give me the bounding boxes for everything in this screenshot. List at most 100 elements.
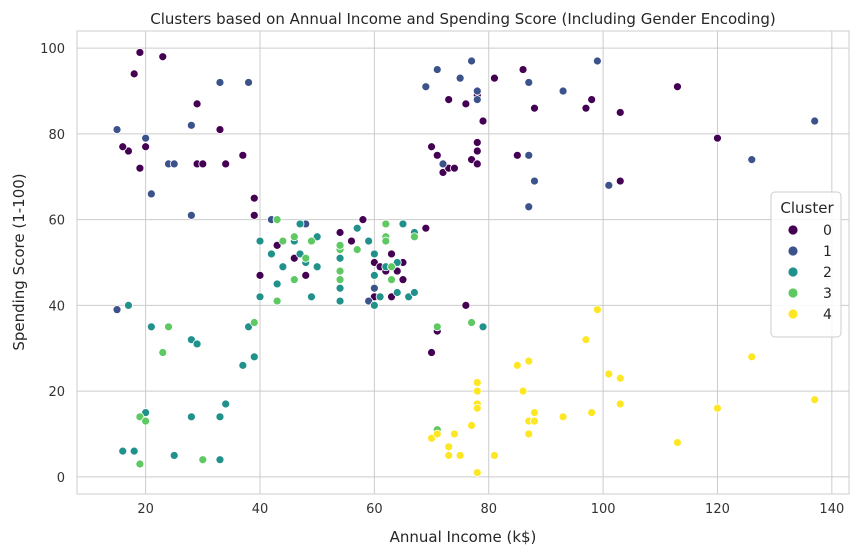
- data-point-cluster-1: [169, 159, 179, 169]
- data-point-cluster-3: [141, 416, 151, 426]
- data-point-cluster-2: [369, 270, 379, 280]
- data-point-cluster-4: [455, 451, 465, 460]
- data-point-cluster-1: [186, 120, 196, 130]
- data-point-cluster-4: [530, 408, 539, 417]
- data-point-cluster-0: [673, 82, 682, 92]
- data-point-cluster-2: [146, 322, 156, 332]
- data-point-cluster-2: [335, 283, 345, 293]
- data-point-cluster-2: [118, 446, 128, 456]
- legend-title: Cluster: [780, 199, 834, 217]
- data-point-cluster-2: [124, 300, 133, 310]
- data-point-cluster-0: [221, 159, 231, 169]
- legend-label: 3: [823, 286, 832, 302]
- data-point-cluster-0: [427, 348, 436, 357]
- data-point-cluster-2: [186, 412, 196, 422]
- data-point-cluster-4: [524, 429, 534, 439]
- data-point-cluster-3: [381, 219, 391, 229]
- data-point-cluster-4: [530, 416, 539, 426]
- data-point-cluster-4: [432, 429, 442, 439]
- data-point-cluster-1: [558, 86, 568, 96]
- y-tick-label: 40: [48, 299, 65, 314]
- data-point-cluster-0: [432, 150, 442, 160]
- data-point-cluster-3: [289, 232, 299, 242]
- data-point-cluster-1: [146, 189, 156, 199]
- legend-label: 2: [823, 265, 832, 281]
- data-point-cluster-2: [352, 223, 362, 233]
- data-point-cluster-1: [810, 116, 820, 126]
- data-point-cluster-2: [267, 249, 276, 259]
- data-point-cluster-3: [387, 262, 396, 272]
- x-tick-label: 80: [480, 502, 497, 517]
- data-point-cluster-3: [387, 275, 396, 285]
- data-point-cluster-4: [467, 421, 476, 430]
- data-point-cluster-2: [364, 236, 374, 246]
- y-tick-label: 0: [57, 471, 65, 486]
- data-point-cluster-2: [192, 339, 202, 349]
- legend-label: 4: [823, 307, 832, 323]
- data-point-cluster-2: [392, 288, 402, 297]
- y-tick-label: 100: [40, 42, 65, 57]
- data-point-cluster-0: [490, 73, 499, 83]
- data-point-cluster-3: [164, 322, 173, 332]
- data-point-cluster-0: [461, 99, 471, 109]
- data-point-cluster-4: [587, 408, 597, 417]
- legend: Cluster 0 1 2 3 4: [770, 191, 842, 338]
- data-point-cluster-1: [141, 133, 151, 143]
- data-point-cluster-0: [461, 300, 471, 310]
- chart-title: Clusters based on Annual Income and Spen…: [150, 10, 775, 28]
- data-point-cluster-2: [369, 300, 379, 310]
- data-point-cluster-3: [381, 236, 391, 246]
- data-point-cluster-4: [810, 395, 820, 405]
- data-point-cluster-4: [558, 412, 568, 422]
- data-point-cluster-3: [335, 266, 345, 276]
- data-point-cluster-1: [524, 150, 534, 160]
- data-point-cluster-0: [141, 142, 151, 152]
- data-point-cluster-2: [307, 292, 316, 302]
- data-point-cluster-0: [358, 215, 368, 225]
- data-point-cluster-1: [215, 78, 225, 87]
- plot-area: [76, 30, 850, 495]
- legend-marker: [787, 224, 799, 236]
- data-point-cluster-1: [432, 65, 442, 74]
- data-point-cluster-4: [747, 352, 757, 362]
- x-tick-label: 140: [819, 502, 844, 517]
- data-point-cluster-0: [249, 193, 259, 203]
- data-point-cluster-0: [444, 95, 454, 104]
- data-point-cluster-4: [450, 429, 459, 439]
- data-point-cluster-3: [335, 240, 345, 250]
- data-point-cluster-0: [198, 159, 208, 169]
- data-point-cluster-3: [307, 236, 316, 246]
- data-point-cluster-0: [615, 108, 625, 117]
- data-point-cluster-4: [472, 468, 482, 477]
- data-point-cluster-0: [249, 210, 259, 220]
- data-point-cluster-0: [587, 95, 597, 104]
- data-point-cluster-0: [335, 228, 345, 237]
- data-point-cluster-3: [272, 215, 282, 225]
- data-point-cluster-2: [335, 296, 345, 306]
- data-point-cluster-4: [472, 403, 482, 413]
- data-point-cluster-0: [347, 236, 356, 246]
- legend-marker: [787, 308, 799, 320]
- data-point-cluster-4: [615, 373, 625, 383]
- data-point-cluster-0: [421, 223, 431, 233]
- y-tick-labels: 0 20 40 60 80 100: [40, 42, 65, 486]
- data-point-cluster-3: [409, 232, 419, 242]
- data-point-cluster-3: [467, 318, 476, 327]
- data-point-cluster-3: [249, 318, 259, 327]
- data-point-cluster-2: [255, 292, 265, 302]
- data-point-cluster-4: [444, 451, 454, 460]
- data-point-cluster-3: [272, 296, 282, 306]
- legend-label: 0: [823, 223, 832, 239]
- data-point-cluster-2: [215, 455, 225, 465]
- x-axis-label: Annual Income (k$): [390, 528, 537, 546]
- data-point-cluster-0: [255, 270, 265, 280]
- data-point-cluster-4: [512, 360, 522, 370]
- x-tick-label: 20: [137, 502, 154, 517]
- data-point-cluster-3: [301, 253, 311, 263]
- data-point-cluster-3: [432, 322, 442, 332]
- x-tick-label: 100: [591, 502, 616, 517]
- data-point-cluster-3: [198, 455, 208, 465]
- data-point-cluster-0: [615, 176, 625, 186]
- data-point-cluster-1: [530, 176, 539, 186]
- grid-lines: [77, 31, 849, 494]
